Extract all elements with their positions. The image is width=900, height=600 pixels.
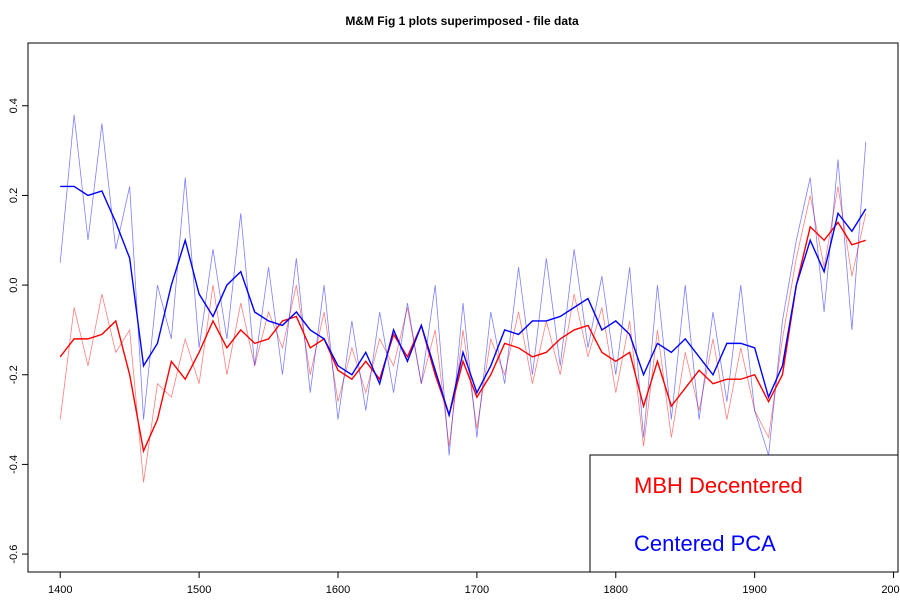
- series-line: [59, 221, 866, 454]
- legend-box: [589, 454, 899, 573]
- x-tick-label: 1800: [604, 584, 628, 596]
- y-tick-label: 0.4: [8, 98, 20, 113]
- x-tick-label: 1500: [187, 584, 211, 596]
- x-tick-label: 1600: [326, 584, 350, 596]
- chart-title: M&M Fig 1 plots superimposed - file data: [345, 14, 579, 28]
- x-tick-label: 1900: [742, 584, 766, 596]
- y-tick-label: -0.2: [8, 365, 20, 384]
- x-tick-label: 1400: [48, 584, 72, 596]
- x-tick-label: 2000: [881, 584, 900, 596]
- raw-line: [59, 114, 867, 456]
- plot-frame: [27, 42, 899, 573]
- raw-line: [59, 186, 867, 483]
- y-tick-label: 0.2: [8, 188, 20, 203]
- y-tick-label: -0.6: [8, 545, 20, 564]
- x-tick-label: 1700: [465, 584, 489, 596]
- y-tick-label: 0.0: [8, 277, 20, 292]
- series-line: [60, 185, 867, 418]
- legend-label: Centered PCA: [634, 531, 776, 556]
- y-tick-label: -0.4: [8, 455, 20, 474]
- legend-label: MBH Decentered: [634, 473, 803, 498]
